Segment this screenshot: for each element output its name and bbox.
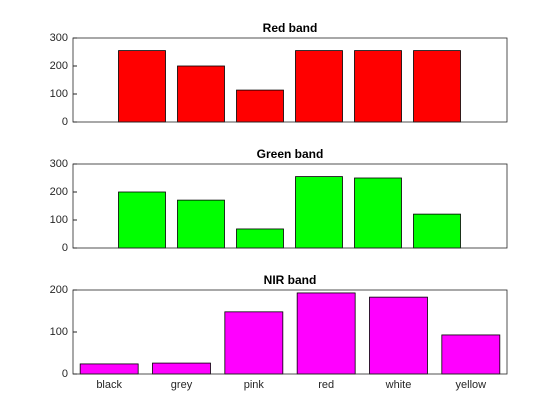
- chart-title: Red band: [263, 21, 318, 35]
- y-tick-label: 100: [50, 326, 68, 338]
- bar: [413, 213, 461, 249]
- y-tick-label: 100: [50, 88, 68, 100]
- chart-title: NIR band: [264, 273, 317, 287]
- bar: [177, 65, 225, 123]
- bar: [224, 311, 284, 375]
- y-tick-label: 0: [62, 116, 68, 128]
- axes-box: [72, 289, 508, 375]
- chart-title: Green band: [257, 147, 324, 161]
- bar: [354, 50, 402, 123]
- y-tick-label: 0: [62, 368, 68, 380]
- bar: [295, 176, 343, 249]
- x-tick-label: grey: [171, 379, 193, 391]
- y-tick-label: 200: [50, 60, 68, 72]
- y-tick-label: 200: [50, 186, 68, 198]
- bar: [296, 292, 356, 375]
- axes-background: [73, 290, 507, 374]
- bar: [118, 191, 166, 249]
- bar: [413, 50, 461, 123]
- axes-box: [72, 163, 508, 249]
- bar: [295, 50, 343, 123]
- bar: [354, 177, 402, 249]
- x-tick-label: red: [318, 379, 334, 391]
- bar: [369, 296, 428, 375]
- y-tick-label: 100: [50, 214, 68, 226]
- bar: [441, 334, 501, 375]
- bar: [79, 363, 139, 375]
- bar: [118, 50, 166, 123]
- bar: [236, 228, 284, 249]
- axes-box: [72, 37, 508, 123]
- bar: [177, 199, 225, 249]
- y-tick-label: 300: [50, 158, 68, 170]
- y-tick-label: 300: [50, 32, 68, 44]
- x-tick-label: white: [385, 379, 412, 391]
- x-tick-label: yellow: [456, 379, 487, 391]
- bar: [152, 362, 211, 375]
- y-tick-label: 0: [62, 242, 68, 254]
- x-tick-label: pink: [244, 379, 265, 391]
- bar: [236, 89, 284, 123]
- x-tick-label: black: [96, 379, 122, 391]
- y-tick-label: 200: [50, 284, 68, 296]
